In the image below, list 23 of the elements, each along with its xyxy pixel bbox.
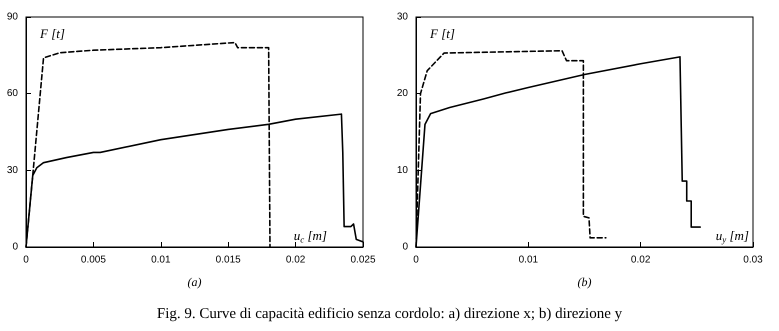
y-tick-label: 30 [6, 164, 18, 176]
text: (a) [188, 275, 202, 289]
x-tick-label: 0 [413, 254, 420, 266]
x-tick-label: 0.01 [518, 254, 538, 266]
y-tick-label: 0 [402, 242, 408, 252]
y-axis-title: F [t] [39, 26, 65, 41]
x-tick-label: 0.025 [350, 254, 376, 266]
y-tick-label: 10 [396, 164, 408, 176]
y-tick-label: 60 [6, 88, 18, 100]
y-tick-label: 0 [12, 242, 18, 252]
x-tick-label: 0.01 [151, 254, 171, 266]
x-tick-label: 0.005 [80, 254, 106, 266]
y-axis-title: F [t] [429, 26, 455, 41]
caption: Fig. 9. Curve di capacità edificio senza cordolo: a) direzione x; b) direzione y [156, 306, 624, 323]
x-tick-label: 0.02 [630, 254, 651, 266]
y-tick-label: 30 [396, 12, 408, 22]
x-tick-label: 0.03 [743, 254, 764, 266]
y-tick-label: 20 [396, 88, 408, 100]
x-tick-label: 0.02 [286, 254, 306, 266]
x-tick-label: 0 [23, 254, 30, 266]
text: (b) [578, 275, 592, 289]
y-tick-label: 90 [6, 12, 18, 22]
x-tick-label: 0.015 [216, 254, 242, 266]
